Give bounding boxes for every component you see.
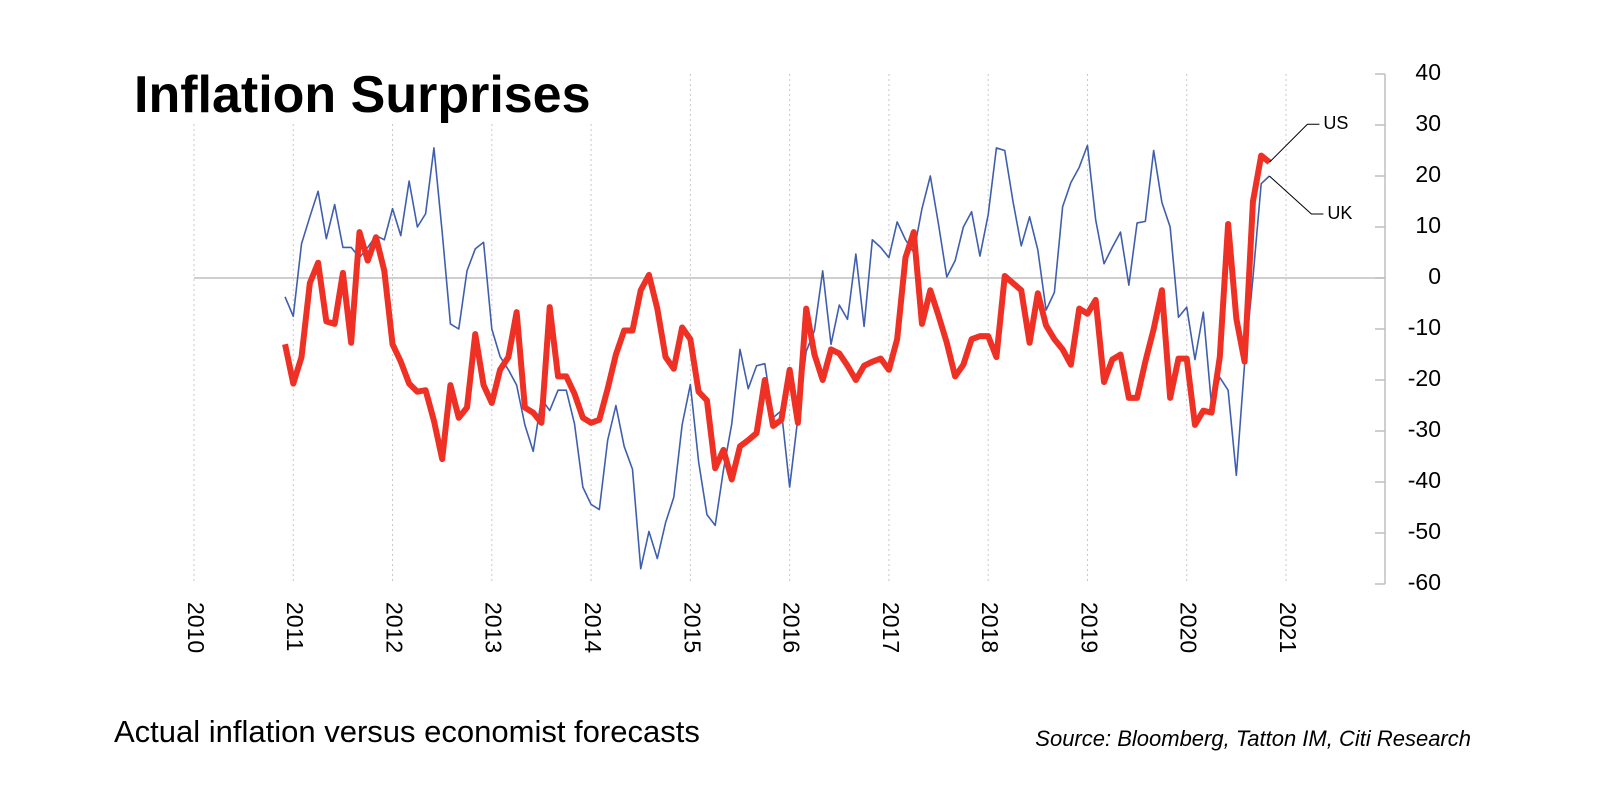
y-tick-label: -40 <box>1408 467 1441 493</box>
y-tick-label: -60 <box>1408 569 1441 595</box>
y-tick-label: 20 <box>1415 161 1441 187</box>
x-tick-label: 2012 <box>381 602 407 653</box>
x-tick-label: 2013 <box>481 602 507 653</box>
y-tick-label: -50 <box>1408 518 1441 544</box>
x-tick-label: 2015 <box>679 602 705 653</box>
y-tick-label: -20 <box>1408 365 1441 391</box>
chart-title: Inflation Surprises <box>134 66 591 124</box>
x-tick-label: 2017 <box>878 602 904 653</box>
series-label: UK <box>1327 203 1352 223</box>
source-note: Source: Bloomberg, Tatton IM, Citi Resea… <box>1035 726 1471 751</box>
y-tick-label: 30 <box>1415 110 1441 136</box>
subtitle: Actual inflation versus economist foreca… <box>114 714 700 749</box>
x-tick-label: 2014 <box>580 602 606 653</box>
leader-line <box>1269 175 1324 215</box>
grid <box>193 74 1385 584</box>
x-tick-label: 2021 <box>1275 602 1301 653</box>
leader-line <box>1269 123 1320 163</box>
y-tick-label: -30 <box>1408 416 1441 442</box>
title-backdrop <box>128 62 648 124</box>
y-tick-label: 40 <box>1415 59 1441 85</box>
y-tick-label: 10 <box>1415 212 1441 238</box>
x-tick-label: 2010 <box>183 602 209 653</box>
y-tick-label: -10 <box>1408 314 1441 340</box>
series-line <box>282 152 1272 483</box>
series-label: US <box>1323 113 1348 133</box>
y-tick-label: 0 <box>1428 263 1441 289</box>
x-tick-label: 2016 <box>779 602 805 653</box>
x-tick-label: 2018 <box>977 602 1003 653</box>
x-tick-label: 2020 <box>1176 602 1202 653</box>
x-tick-label: 2011 <box>282 602 308 651</box>
series-line <box>284 144 1270 570</box>
x-tick-label: 2019 <box>1076 602 1102 653</box>
